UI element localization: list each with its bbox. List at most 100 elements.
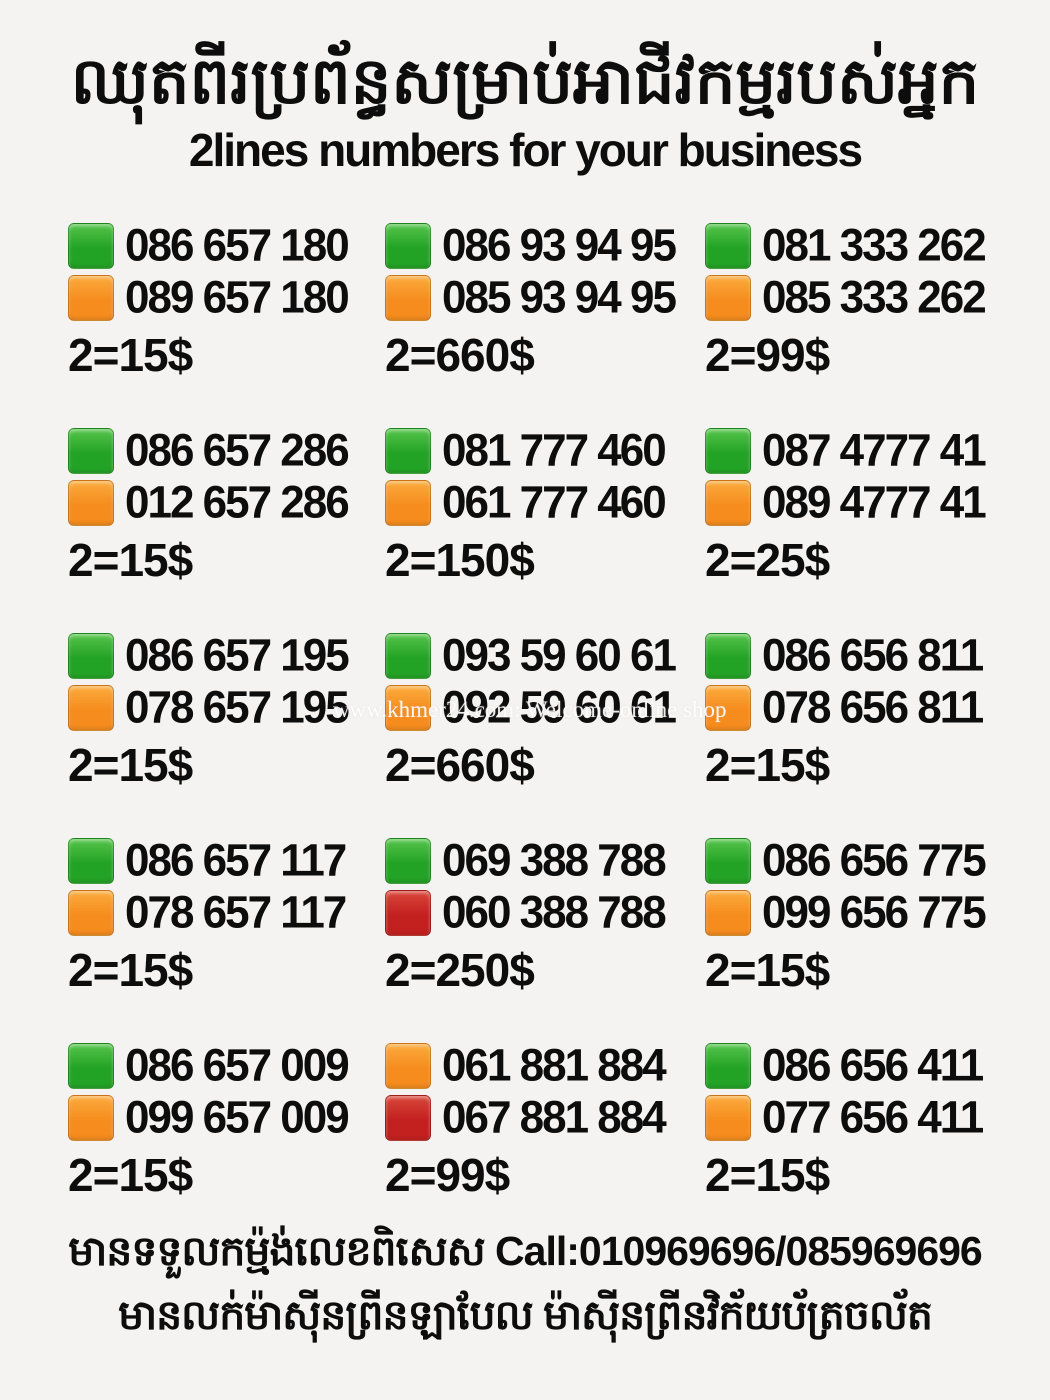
phone-line: 077 656 411 xyxy=(705,1092,984,1144)
phone-listing: 069 388 788 060 388 788 2=250$ xyxy=(385,835,705,1040)
price-label: 2=150$ xyxy=(385,534,535,586)
line-color-square-icon-green xyxy=(385,223,431,269)
phone-line: 085 333 262 xyxy=(705,272,987,324)
phone-number: 089 4777 41 xyxy=(762,477,987,528)
price-label: 2=99$ xyxy=(385,1149,510,1201)
phone-number: 081 777 460 xyxy=(442,425,667,476)
phone-listing: 087 4777 41 089 4777 41 2=25$ xyxy=(705,425,1005,630)
footer-contact-line: មានទទួលកម្ម៉ង់លេខពិសេស Call:010969696/08… xyxy=(68,1228,983,1274)
line-color-square-icon-orange xyxy=(705,685,751,731)
line-color-square-icon-orange xyxy=(68,685,114,731)
phone-line: 086 656 775 xyxy=(705,835,987,887)
line-color-square-icon-green xyxy=(705,428,751,474)
page-title-english: 2lines numbers for your business xyxy=(188,124,863,176)
price-label: 2=15$ xyxy=(68,1149,193,1201)
phone-listing: 061 881 884 067 881 884 2=99$ xyxy=(385,1040,705,1245)
phone-number: 078 657 195 xyxy=(125,682,350,733)
phone-number: 085 93 94 95 xyxy=(442,272,677,323)
phone-number: 069 388 788 xyxy=(442,835,667,886)
phone-line: 092 59 60 61 xyxy=(385,682,677,734)
phone-listing: 086 657 286 012 657 286 2=15$ xyxy=(68,425,385,630)
line-color-square-icon-green xyxy=(385,428,431,474)
phone-number: 099 657 009 xyxy=(125,1092,350,1143)
phone-line: 081 333 262 xyxy=(705,220,987,272)
line-color-square-icon-orange xyxy=(68,890,114,936)
phone-line: 089 657 180 xyxy=(68,272,350,324)
phone-listing: 086 656 811 078 656 811 2=15$ xyxy=(705,630,1005,835)
phone-line: 078 657 195 xyxy=(68,682,350,734)
phone-listing: 086 657 117 078 657 117 2=15$ xyxy=(68,835,385,1040)
line-color-square-icon-green xyxy=(385,838,431,884)
price-label: 2=660$ xyxy=(385,739,535,791)
line-color-square-icon-green xyxy=(68,1043,114,1089)
line-color-square-icon-green xyxy=(385,633,431,679)
line-color-square-icon-orange xyxy=(385,480,431,526)
phone-line: 086 657 009 xyxy=(68,1040,350,1092)
phone-line: 087 4777 41 xyxy=(705,425,987,477)
line-color-square-icon-orange xyxy=(385,685,431,731)
phone-number: 086 657 117 xyxy=(125,835,347,886)
price-label: 2=15$ xyxy=(705,739,830,791)
phone-number: 081 333 262 xyxy=(762,220,987,271)
price-label: 2=15$ xyxy=(705,944,830,996)
phone-line: 086 93 94 95 xyxy=(385,220,677,272)
phone-number: 077 656 411 xyxy=(762,1092,984,1143)
page-title-khmer: ឈុតពីរប្រព័ន្ធសម្រាប់អាជីវកម្មរបស់អ្នក xyxy=(70,45,980,117)
price-label: 2=15$ xyxy=(68,739,193,791)
phone-line: 099 656 775 xyxy=(705,887,987,939)
phone-number: 086 657 180 xyxy=(125,220,350,271)
phone-line: 061 881 884 xyxy=(385,1040,667,1092)
phone-line: 012 657 286 xyxy=(68,477,350,529)
phone-number: 061 777 460 xyxy=(442,477,667,528)
phone-number: 092 59 60 61 xyxy=(442,682,677,733)
line-color-square-icon-green xyxy=(68,428,114,474)
phone-listings-grid: 086 657 180 089 657 180 2=15$ 086 93 94 … xyxy=(68,220,1005,1245)
line-color-square-icon-orange xyxy=(705,890,751,936)
phone-line: 086 657 195 xyxy=(68,630,350,682)
phone-number: 061 881 884 xyxy=(442,1040,667,1091)
phone-number: 089 657 180 xyxy=(125,272,350,323)
phone-line: 086 656 411 xyxy=(705,1040,984,1092)
line-color-square-icon-red xyxy=(385,890,431,936)
phone-number: 093 59 60 61 xyxy=(442,630,677,681)
phone-line: 086 657 286 xyxy=(68,425,350,477)
line-color-square-icon-orange xyxy=(68,275,114,321)
price-label: 2=250$ xyxy=(385,944,535,996)
phone-line: 060 388 788 xyxy=(385,887,667,939)
line-color-square-icon-green xyxy=(705,1043,751,1089)
line-color-square-icon-green xyxy=(705,223,751,269)
price-label: 2=15$ xyxy=(68,944,193,996)
phone-line: 061 777 460 xyxy=(385,477,667,529)
phone-line: 081 777 460 xyxy=(385,425,667,477)
phone-line: 069 388 788 xyxy=(385,835,667,887)
khmer24-watermark: www.khmer24.com: Welcome-online shop xyxy=(333,697,727,722)
line-color-square-icon-red xyxy=(385,1095,431,1141)
phone-listing: 086 657 009 099 657 009 2=15$ xyxy=(68,1040,385,1245)
phone-line: 093 59 60 61 xyxy=(385,630,677,682)
phone-number: 078 657 117 xyxy=(125,887,347,938)
footer-products-line: មានលក់ម៉ាស៊ីនព្រីនឡាបែល ម៉ាស៊ីនព្រីនវិក័… xyxy=(118,1292,933,1338)
phone-line: 086 657 117 xyxy=(68,835,347,887)
line-color-square-icon-orange xyxy=(385,275,431,321)
phone-listing: 086 657 180 089 657 180 2=15$ xyxy=(68,220,385,425)
line-color-square-icon-green xyxy=(68,633,114,679)
phone-listing: 086 657 195 078 657 195 2=15$ xyxy=(68,630,385,835)
line-color-square-icon-orange xyxy=(705,275,751,321)
phone-number: 067 881 884 xyxy=(442,1092,667,1143)
price-label: 2=25$ xyxy=(705,534,830,586)
phone-number: 085 333 262 xyxy=(762,272,987,323)
line-color-square-icon-green xyxy=(68,838,114,884)
line-color-square-icon-orange xyxy=(705,1095,751,1141)
price-label: 2=15$ xyxy=(68,534,193,586)
phone-number: 012 657 286 xyxy=(125,477,350,528)
phone-listing: 093 59 60 61 092 59 60 61 2=660$ xyxy=(385,630,705,835)
line-color-square-icon-orange xyxy=(68,480,114,526)
phone-number: 060 388 788 xyxy=(442,887,667,938)
phone-listing: 086 93 94 95 085 93 94 95 2=660$ xyxy=(385,220,705,425)
line-color-square-icon-green xyxy=(705,633,751,679)
phone-line: 086 656 811 xyxy=(705,630,984,682)
phone-line: 078 657 117 xyxy=(68,887,347,939)
phone-line: 099 657 009 xyxy=(68,1092,350,1144)
phone-number: 087 4777 41 xyxy=(762,425,987,476)
line-color-square-icon-orange xyxy=(385,1043,431,1089)
